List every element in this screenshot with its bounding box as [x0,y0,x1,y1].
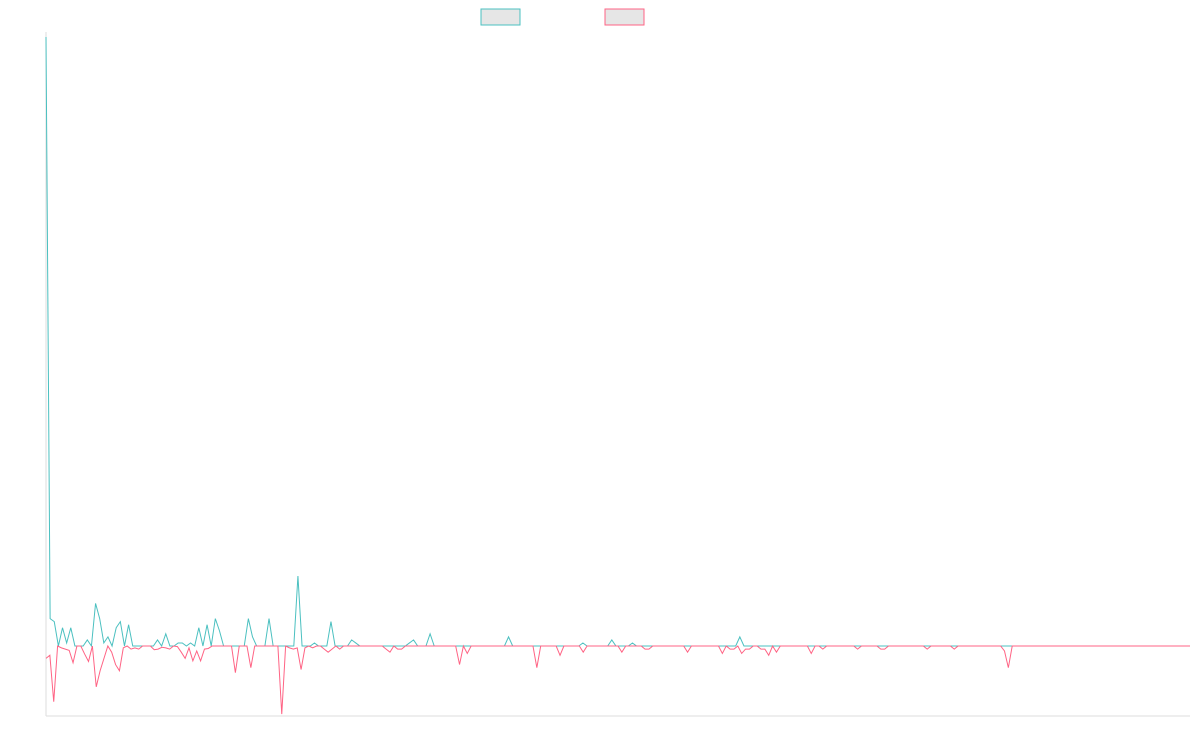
series-line-2 [45,644,1190,715]
legend [480,8,645,26]
legend-swatch-2[interactable] [604,8,645,26]
plot-area [45,32,1190,717]
series-line-1 [45,36,1190,648]
series-layer [45,36,1190,715]
legend-swatch-1[interactable] [480,8,521,26]
